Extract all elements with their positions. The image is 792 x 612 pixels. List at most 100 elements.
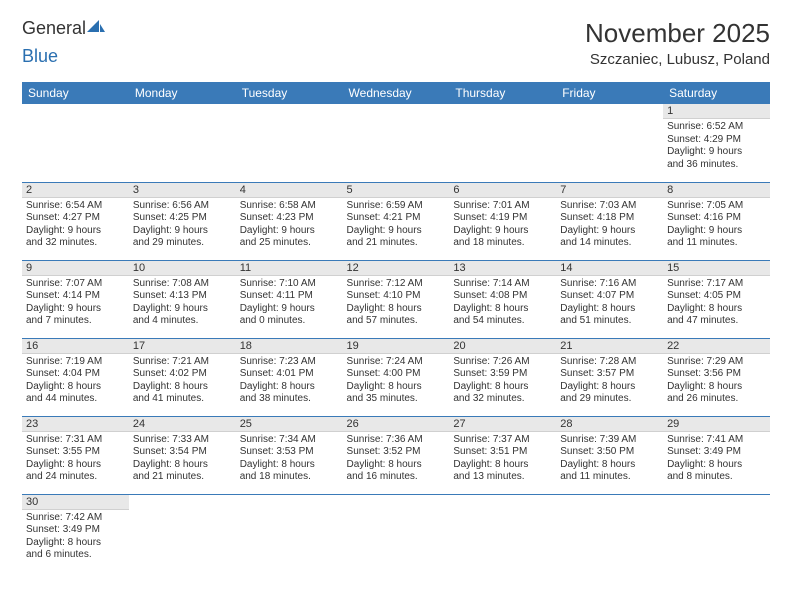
day-number: 27 [449, 417, 556, 432]
title-block: November 2025 Szczaniec, Lubusz, Poland [585, 18, 770, 68]
calendar-row: 30Sunrise: 7:42 AMSunset: 3:49 PMDayligh… [22, 494, 770, 572]
calendar-cell-empty [449, 494, 556, 572]
weekday-header: Wednesday [343, 82, 450, 104]
day-details: Sunrise: 7:24 AMSunset: 4:00 PMDaylight:… [343, 354, 450, 409]
calendar-row: 23Sunrise: 7:31 AMSunset: 3:55 PMDayligh… [22, 416, 770, 494]
day-details: Sunrise: 6:54 AMSunset: 4:27 PMDaylight:… [22, 198, 129, 253]
day-details: Sunrise: 7:01 AMSunset: 4:19 PMDaylight:… [449, 198, 556, 253]
logo-sail-icon [87, 18, 105, 39]
calendar-cell: 17Sunrise: 7:21 AMSunset: 4:02 PMDayligh… [129, 338, 236, 416]
day-details: Sunrise: 7:31 AMSunset: 3:55 PMDaylight:… [22, 432, 129, 487]
calendar-cell: 18Sunrise: 7:23 AMSunset: 4:01 PMDayligh… [236, 338, 343, 416]
day-number: 3 [129, 183, 236, 198]
calendar-cell: 29Sunrise: 7:41 AMSunset: 3:49 PMDayligh… [663, 416, 770, 494]
day-details: Sunrise: 7:08 AMSunset: 4:13 PMDaylight:… [129, 276, 236, 331]
calendar-cell: 7Sunrise: 7:03 AMSunset: 4:18 PMDaylight… [556, 182, 663, 260]
day-details: Sunrise: 7:26 AMSunset: 3:59 PMDaylight:… [449, 354, 556, 409]
day-number: 26 [343, 417, 450, 432]
calendar-cell: 2Sunrise: 6:54 AMSunset: 4:27 PMDaylight… [22, 182, 129, 260]
logo-text-1: General [22, 18, 86, 39]
day-number: 15 [663, 261, 770, 276]
day-details: Sunrise: 7:12 AMSunset: 4:10 PMDaylight:… [343, 276, 450, 331]
calendar-cell: 23Sunrise: 7:31 AMSunset: 3:55 PMDayligh… [22, 416, 129, 494]
calendar-cell: 25Sunrise: 7:34 AMSunset: 3:53 PMDayligh… [236, 416, 343, 494]
calendar-cell: 12Sunrise: 7:12 AMSunset: 4:10 PMDayligh… [343, 260, 450, 338]
calendar-cell: 4Sunrise: 6:58 AMSunset: 4:23 PMDaylight… [236, 182, 343, 260]
calendar-cell: 5Sunrise: 6:59 AMSunset: 4:21 PMDaylight… [343, 182, 450, 260]
day-details: Sunrise: 6:56 AMSunset: 4:25 PMDaylight:… [129, 198, 236, 253]
day-number: 8 [663, 183, 770, 198]
day-number: 19 [343, 339, 450, 354]
day-details: Sunrise: 7:21 AMSunset: 4:02 PMDaylight:… [129, 354, 236, 409]
weekday-header: Friday [556, 82, 663, 104]
calendar-cell: 3Sunrise: 6:56 AMSunset: 4:25 PMDaylight… [129, 182, 236, 260]
calendar-cell: 11Sunrise: 7:10 AMSunset: 4:11 PMDayligh… [236, 260, 343, 338]
day-details: Sunrise: 7:16 AMSunset: 4:07 PMDaylight:… [556, 276, 663, 331]
day-details: Sunrise: 6:58 AMSunset: 4:23 PMDaylight:… [236, 198, 343, 253]
calendar-row: 16Sunrise: 7:19 AMSunset: 4:04 PMDayligh… [22, 338, 770, 416]
day-number: 4 [236, 183, 343, 198]
calendar-cell: 9Sunrise: 7:07 AMSunset: 4:14 PMDaylight… [22, 260, 129, 338]
day-details: Sunrise: 7:37 AMSunset: 3:51 PMDaylight:… [449, 432, 556, 487]
day-number: 11 [236, 261, 343, 276]
weekday-header: Tuesday [236, 82, 343, 104]
calendar-cell: 14Sunrise: 7:16 AMSunset: 4:07 PMDayligh… [556, 260, 663, 338]
header: General November 2025 Szczaniec, Lubusz,… [22, 18, 770, 68]
calendar-cell: 20Sunrise: 7:26 AMSunset: 3:59 PMDayligh… [449, 338, 556, 416]
day-number: 29 [663, 417, 770, 432]
calendar-cell-empty [22, 104, 129, 182]
day-number: 30 [22, 495, 129, 510]
day-number: 20 [449, 339, 556, 354]
location: Szczaniec, Lubusz, Poland [585, 51, 770, 68]
calendar-cell: 15Sunrise: 7:17 AMSunset: 4:05 PMDayligh… [663, 260, 770, 338]
day-number: 7 [556, 183, 663, 198]
calendar-cell-empty [129, 104, 236, 182]
day-number: 13 [449, 261, 556, 276]
day-number: 18 [236, 339, 343, 354]
calendar-cell-empty [236, 104, 343, 182]
calendar-cell: 30Sunrise: 7:42 AMSunset: 3:49 PMDayligh… [22, 494, 129, 572]
calendar-cell: 10Sunrise: 7:08 AMSunset: 4:13 PMDayligh… [129, 260, 236, 338]
day-details: Sunrise: 7:34 AMSunset: 3:53 PMDaylight:… [236, 432, 343, 487]
calendar-row: 9Sunrise: 7:07 AMSunset: 4:14 PMDaylight… [22, 260, 770, 338]
day-number: 9 [22, 261, 129, 276]
day-details: Sunrise: 7:14 AMSunset: 4:08 PMDaylight:… [449, 276, 556, 331]
weekday-header: Monday [129, 82, 236, 104]
day-number: 5 [343, 183, 450, 198]
calendar-cell: 26Sunrise: 7:36 AMSunset: 3:52 PMDayligh… [343, 416, 450, 494]
calendar-cell: 1Sunrise: 6:52 AMSunset: 4:29 PMDaylight… [663, 104, 770, 182]
calendar-cell: 24Sunrise: 7:33 AMSunset: 3:54 PMDayligh… [129, 416, 236, 494]
day-details: Sunrise: 7:19 AMSunset: 4:04 PMDaylight:… [22, 354, 129, 409]
day-number: 28 [556, 417, 663, 432]
calendar-cell: 28Sunrise: 7:39 AMSunset: 3:50 PMDayligh… [556, 416, 663, 494]
calendar-row: 2Sunrise: 6:54 AMSunset: 4:27 PMDaylight… [22, 182, 770, 260]
day-details: Sunrise: 7:33 AMSunset: 3:54 PMDaylight:… [129, 432, 236, 487]
day-number: 23 [22, 417, 129, 432]
day-number: 2 [22, 183, 129, 198]
day-number: 10 [129, 261, 236, 276]
day-number: 12 [343, 261, 450, 276]
calendar-cell-empty [343, 104, 450, 182]
calendar-cell: 13Sunrise: 7:14 AMSunset: 4:08 PMDayligh… [449, 260, 556, 338]
day-details: Sunrise: 7:36 AMSunset: 3:52 PMDaylight:… [343, 432, 450, 487]
day-number: 17 [129, 339, 236, 354]
day-number: 24 [129, 417, 236, 432]
calendar-cell: 27Sunrise: 7:37 AMSunset: 3:51 PMDayligh… [449, 416, 556, 494]
calendar-cell-empty [556, 494, 663, 572]
calendar-cell-empty [556, 104, 663, 182]
day-details: Sunrise: 7:41 AMSunset: 3:49 PMDaylight:… [663, 432, 770, 487]
day-details: Sunrise: 7:28 AMSunset: 3:57 PMDaylight:… [556, 354, 663, 409]
calendar-table: Sunday Monday Tuesday Wednesday Thursday… [22, 82, 770, 572]
calendar-cell-empty [663, 494, 770, 572]
calendar-cell: 19Sunrise: 7:24 AMSunset: 4:00 PMDayligh… [343, 338, 450, 416]
day-details: Sunrise: 7:03 AMSunset: 4:18 PMDaylight:… [556, 198, 663, 253]
day-details: Sunrise: 7:29 AMSunset: 3:56 PMDaylight:… [663, 354, 770, 409]
day-details: Sunrise: 7:17 AMSunset: 4:05 PMDaylight:… [663, 276, 770, 331]
day-number: 6 [449, 183, 556, 198]
day-details: Sunrise: 7:07 AMSunset: 4:14 PMDaylight:… [22, 276, 129, 331]
weekday-header-row: Sunday Monday Tuesday Wednesday Thursday… [22, 82, 770, 104]
weekday-header: Thursday [449, 82, 556, 104]
day-details: Sunrise: 7:10 AMSunset: 4:11 PMDaylight:… [236, 276, 343, 331]
calendar-cell: 8Sunrise: 7:05 AMSunset: 4:16 PMDaylight… [663, 182, 770, 260]
calendar-cell: 22Sunrise: 7:29 AMSunset: 3:56 PMDayligh… [663, 338, 770, 416]
